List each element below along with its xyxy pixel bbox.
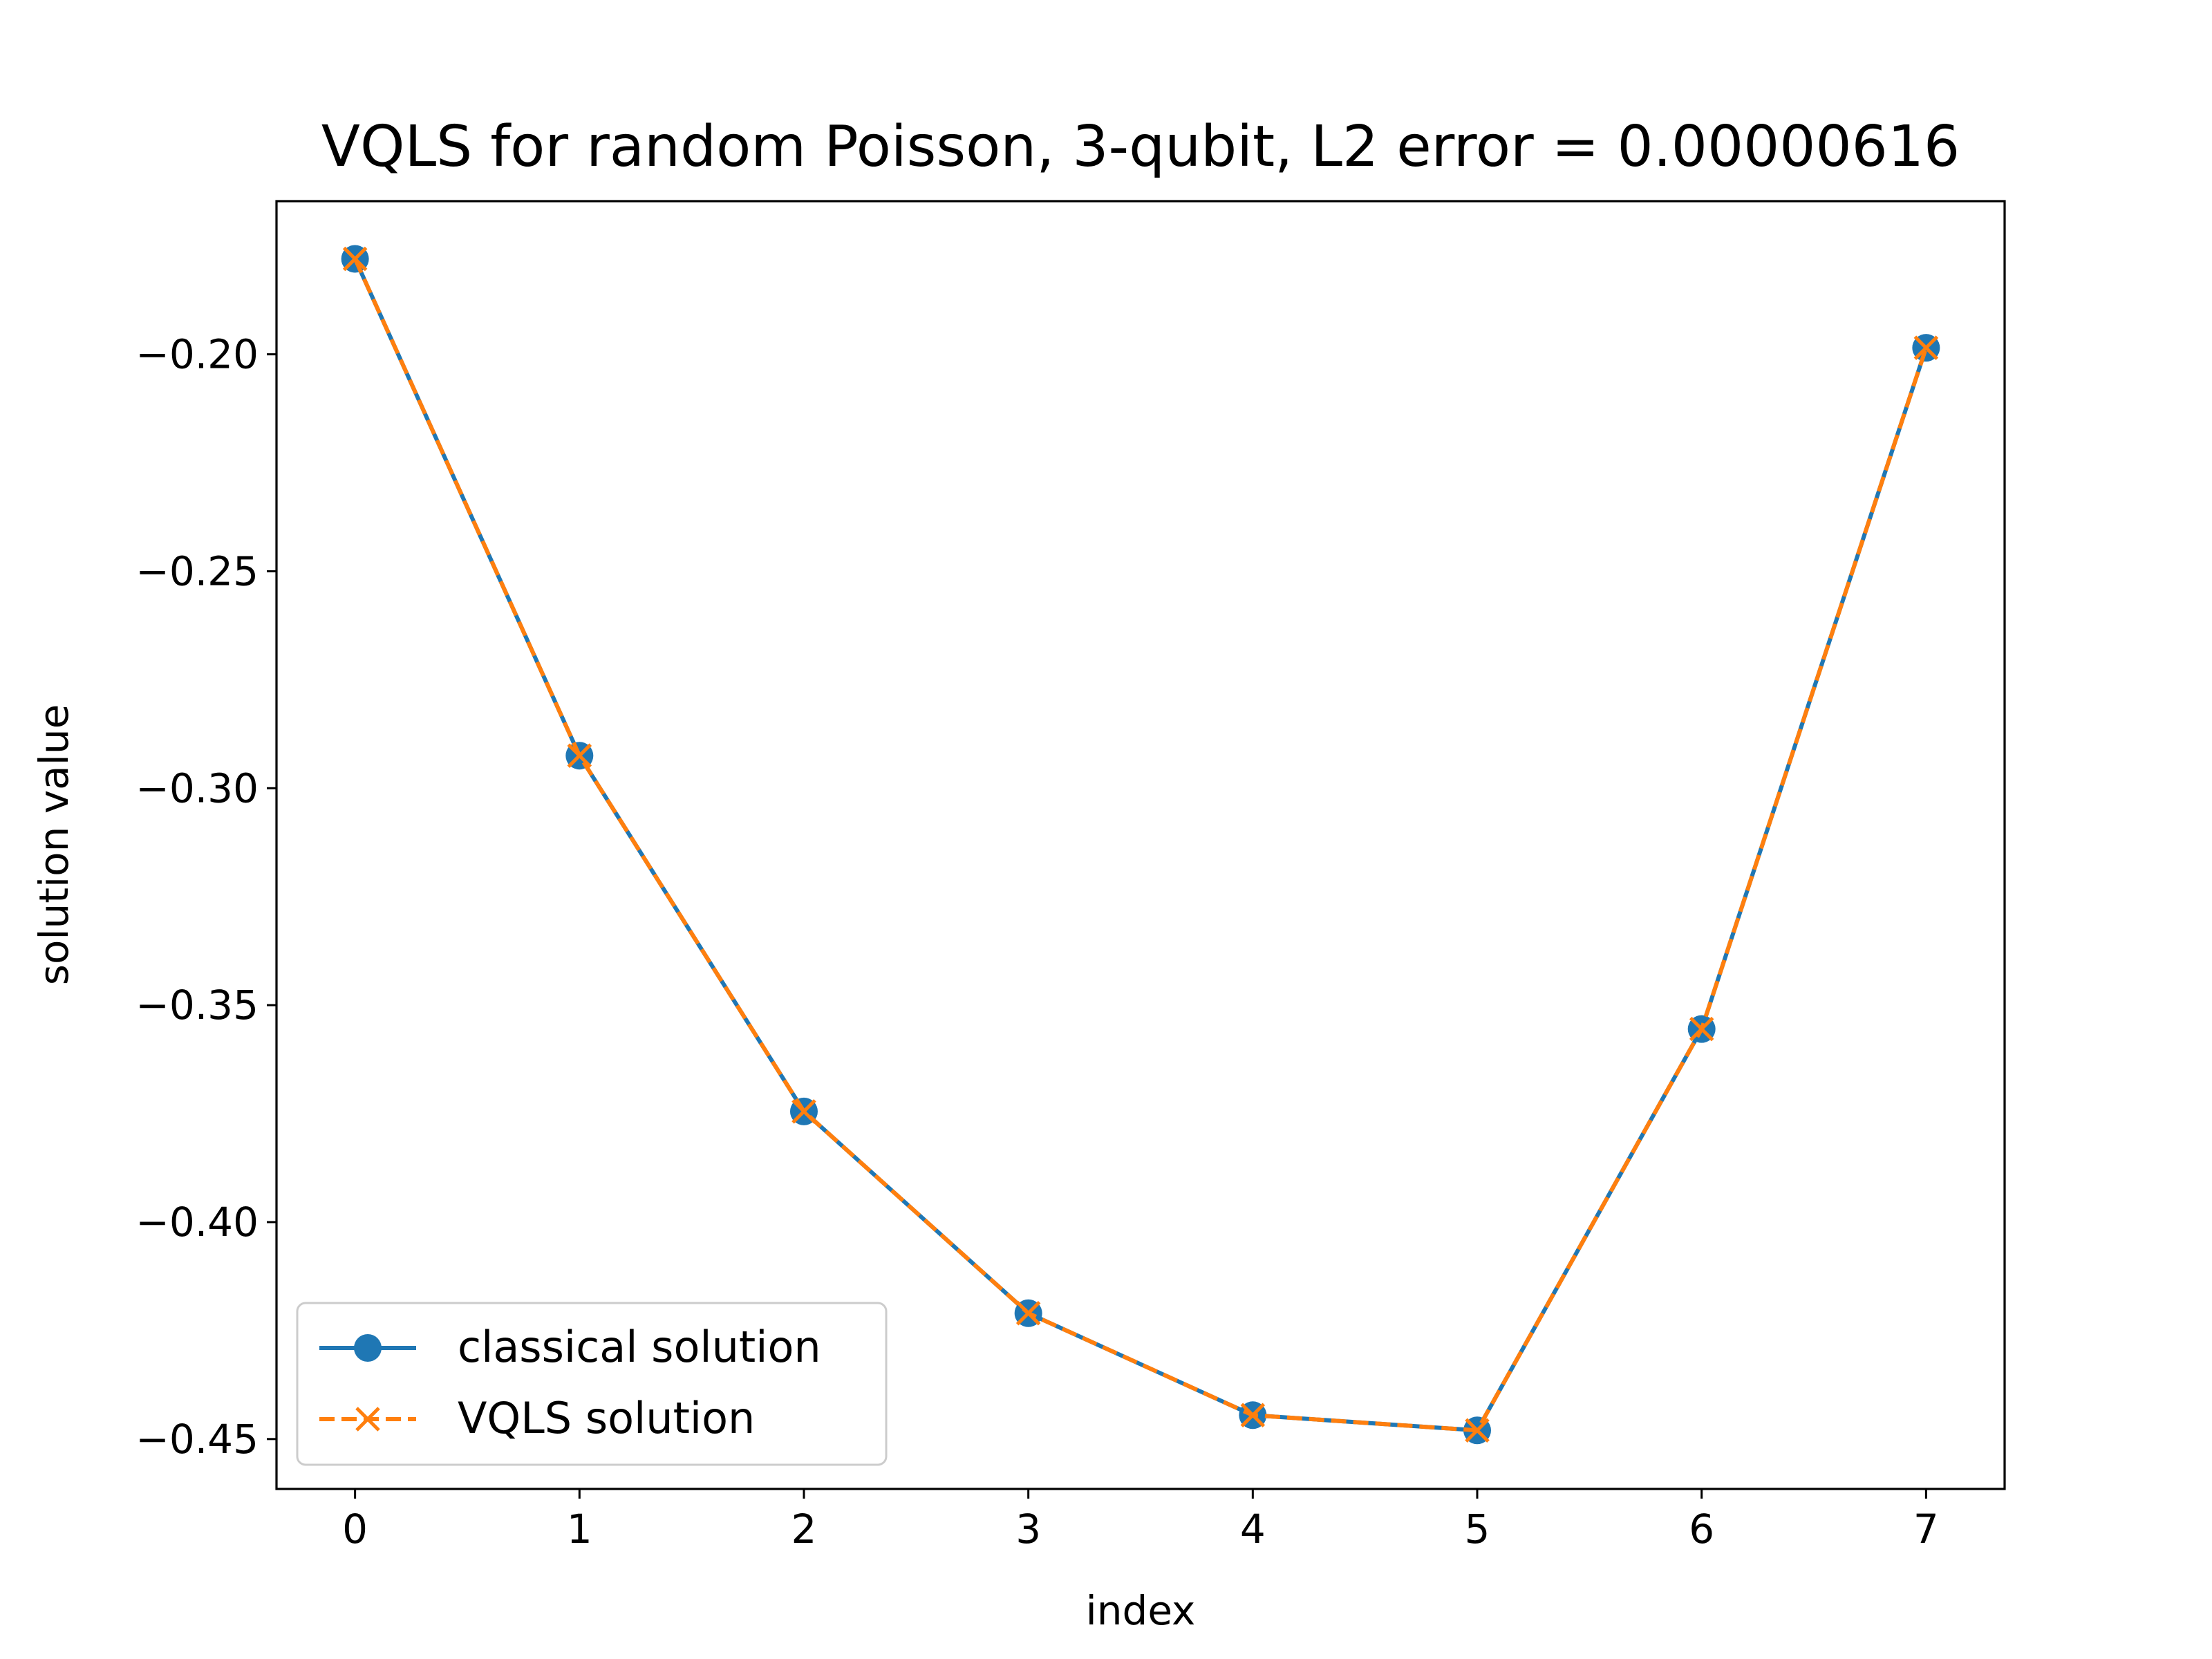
data-point: [1015, 1301, 1041, 1326]
y-tick-label: −0.40: [135, 1199, 259, 1246]
series-vqls: [342, 246, 1939, 1443]
legend-entries: classical solution VQLS solution: [319, 1322, 821, 1443]
series-layer: [341, 245, 1940, 1445]
y-tick-label: −0.30: [135, 765, 259, 812]
data-point: [1465, 1418, 1490, 1443]
legend: classical solution VQLS solution: [296, 1302, 888, 1466]
data-point: [1689, 1016, 1714, 1042]
x-tick-label: 4: [1240, 1506, 1266, 1553]
legend-box: [296, 1302, 888, 1466]
x-tick-label: 1: [567, 1506, 592, 1553]
data-point: [342, 246, 368, 272]
data-point: [1913, 335, 1939, 360]
x-tick-label: 3: [1015, 1506, 1041, 1553]
series-line: [353, 258, 1929, 1433]
x-tick-label: 6: [1689, 1506, 1714, 1553]
axes-frame: [275, 200, 2006, 1490]
legend-label: VQLS solution: [458, 1393, 755, 1443]
x-tick-label: 7: [1913, 1506, 1939, 1553]
x-tick-label: 0: [342, 1506, 368, 1553]
legend-marker: [354, 1334, 382, 1362]
x-tick-label: 2: [791, 1506, 817, 1553]
y-axis-label: solution value: [30, 704, 77, 986]
x-axis-label: index: [1086, 1587, 1196, 1634]
chart-title: VQLS for random Poisson, 3-qubit, L2 err…: [321, 114, 1960, 180]
legend-label: classical solution: [458, 1322, 821, 1372]
legend-entry: VQLS solution: [319, 1393, 755, 1443]
legend-marker: [355, 1407, 380, 1432]
data-point: [791, 1099, 816, 1124]
y-axis-ticks: −0.45 −0.40 −0.35 −0.30 −0.25 −0.20: [135, 331, 276, 1463]
y-tick-label: −0.35: [135, 982, 259, 1029]
data-point: [567, 743, 592, 768]
x-axis-ticks: 0 1 2 3 4 5 6 7: [342, 1489, 1939, 1553]
y-tick-label: −0.45: [135, 1416, 259, 1463]
plot-area: [276, 201, 2005, 1489]
y-tick-label: −0.25: [135, 547, 259, 594]
y-tick-label: −0.20: [135, 331, 259, 378]
data-point: [1240, 1403, 1266, 1428]
x-tick-label: 5: [1465, 1506, 1490, 1553]
legend-entry: classical solution: [319, 1322, 821, 1372]
